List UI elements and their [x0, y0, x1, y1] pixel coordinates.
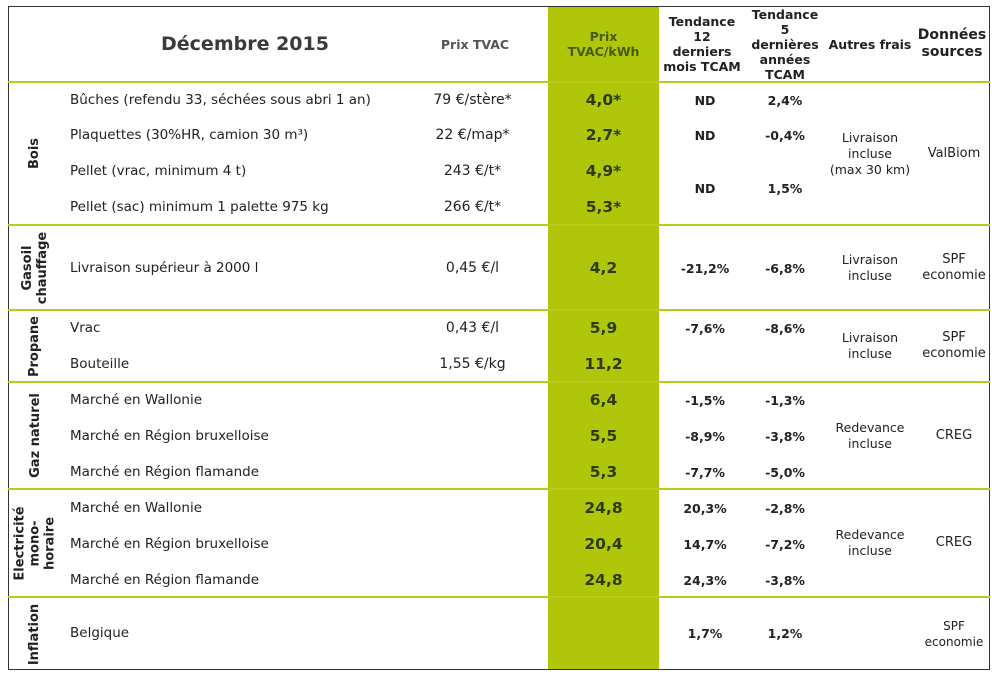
header-tendance-12: Tendance 12 derniers mois TCAM — [663, 14, 741, 74]
row-price-kwh: 20,4 — [584, 535, 623, 553]
pellet-trend-12m: ND — [694, 180, 716, 196]
row-trend-5y: -0,4% — [765, 127, 805, 143]
row-price: 266 €/t* — [443, 199, 502, 215]
row-trend-5y: -8,6% — [765, 320, 805, 336]
gaz-frais: Redevance incluse — [835, 419, 905, 451]
row-description: Marché en Région bruxelloise — [70, 428, 269, 444]
row-description: Bouteille — [70, 356, 130, 372]
section-label-propane: Propane — [27, 315, 43, 377]
row-trend-12m: 24,3% — [683, 572, 727, 588]
section-divider — [8, 224, 990, 226]
row-price: 79 €/stère* — [433, 92, 512, 108]
table-title: Décembre 2015 — [161, 33, 329, 55]
section-divider — [8, 488, 990, 490]
row-trend-12m: 14,7% — [683, 536, 727, 552]
row-description: Livraison supérieur à 2000 l — [70, 260, 259, 276]
section-label-gaz-naturel: Gaz naturel — [27, 393, 43, 478]
row-price-kwh: 6,4 — [589, 391, 618, 409]
section-label-bois: Bois — [27, 137, 43, 170]
row-price-kwh: 5,3* — [585, 198, 622, 216]
section-divider — [8, 596, 990, 598]
row-trend-5y: -2,8% — [765, 500, 805, 516]
section-divider — [8, 381, 990, 383]
gasoil-source: SPF economie — [922, 251, 986, 283]
row-trend-5y: 1,2% — [767, 625, 803, 641]
row-description: Bûches (refendu 33, séchées sous abri 1 … — [70, 92, 371, 108]
row-price-kwh: 5,3 — [589, 463, 618, 481]
electricite-frais: Redevance incluse — [835, 527, 905, 558]
inflation-source: SPF economie — [924, 619, 984, 649]
row-trend-12m: 20,3% — [683, 500, 727, 516]
bois-frais: Livraison incluse (max 30 km) — [829, 129, 911, 177]
row-description: Vrac — [70, 320, 101, 336]
row-price: 22 €/map* — [435, 127, 510, 143]
section-divider — [8, 309, 990, 311]
row-trend-12m: -1,5% — [685, 392, 725, 408]
row-description: Marché en Région flamande — [70, 572, 260, 588]
gaz-source: CREG — [935, 427, 973, 443]
section-label-inflation: Inflation — [27, 603, 43, 665]
row-price-kwh: 4,2 — [589, 259, 618, 277]
header-autres-frais: Autres frais — [828, 36, 912, 52]
row-trend-12m: ND — [694, 127, 716, 143]
row-description: Marché en Wallonie — [70, 500, 203, 516]
row-description: Belgique — [70, 625, 130, 641]
row-price: 1,55 €/kg — [439, 356, 506, 372]
row-description: Pellet (vrac, minimum 4 t) — [70, 163, 247, 179]
header-prix-tvac: Prix TVAC — [440, 36, 510, 52]
row-price-kwh: 5,9 — [589, 319, 618, 337]
table-frame — [8, 6, 990, 670]
gasoil-frais: Livraison incluse — [841, 251, 899, 283]
row-trend-12m: 1,7% — [687, 625, 723, 641]
row-price-kwh: 2,7* — [585, 126, 622, 144]
row-price: 243 €/t* — [443, 163, 502, 179]
row-description: Pellet (sac) minimum 1 palette 975 kg — [70, 199, 329, 215]
row-description: Marché en Wallonie — [70, 392, 203, 408]
section-divider — [8, 81, 990, 83]
row-trend-5y: -3,8% — [765, 428, 805, 444]
propane-frais: Livraison incluse — [841, 330, 899, 361]
row-trend-5y: -5,0% — [765, 464, 805, 480]
row-trend-12m: ND — [694, 92, 716, 108]
electricite-source: CREG — [935, 535, 973, 550]
row-price-kwh: 24,8 — [584, 499, 623, 517]
row-description: Marché en Région flamande — [70, 464, 260, 480]
row-trend-5y: -6,8% — [765, 260, 805, 276]
row-price-kwh: 4,9* — [585, 162, 622, 180]
row-description: Marché en Région bruxelloise — [70, 536, 269, 552]
row-trend-5y: -3,8% — [765, 572, 805, 588]
row-price: 0,43 €/l — [445, 320, 500, 336]
row-trend-12m: -8,9% — [685, 428, 725, 444]
price-kwh-column-highlight — [548, 6, 659, 670]
pellet-trend-5y: 1,5% — [767, 180, 803, 196]
section-label-gasoil: Gasoil chauffage — [20, 231, 51, 304]
header-prix-kwh: Prix TVAC/kWh — [567, 29, 640, 59]
row-price-kwh: 11,2 — [584, 355, 623, 373]
row-price-kwh: 4,0* — [585, 91, 622, 109]
row-price-kwh: 24,8 — [584, 571, 623, 589]
row-description: Plaquettes (30%HR, camion 30 m³) — [70, 127, 309, 143]
header-tendance-5: Tendance 5 dernières années TCAM — [751, 6, 819, 82]
row-trend-5y: 2,4% — [767, 92, 803, 108]
bois-source: ValBiom — [927, 145, 981, 161]
row-trend-12m: -7,6% — [685, 320, 725, 336]
section-label-electricite: Electricité mono- horaire — [12, 505, 58, 581]
propane-source: SPF economie — [922, 330, 986, 361]
header-sources: Données sources — [917, 27, 987, 60]
row-trend-12m: -7,7% — [685, 464, 725, 480]
row-trend-12m: -21,2% — [680, 260, 730, 276]
row-trend-5y: -7,2% — [765, 536, 805, 552]
row-price-kwh: 5,5 — [589, 427, 618, 445]
row-trend-5y: -1,3% — [765, 392, 805, 408]
row-price: 0,45 €/l — [445, 260, 500, 276]
